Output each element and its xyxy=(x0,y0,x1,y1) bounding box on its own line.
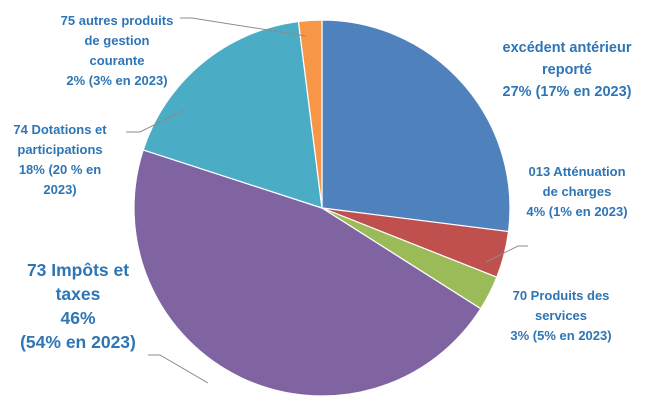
label-line: 46% xyxy=(60,308,95,328)
label-line: 70 Produits des xyxy=(513,288,610,303)
label-attenuation: 013 Atténuation de charges 4% (1% en 2023) xyxy=(526,164,627,219)
label-line: 4% (1% en 2023) xyxy=(526,204,627,219)
pie-slices xyxy=(133,19,511,397)
label-line: 73 Impôts et xyxy=(27,260,129,280)
label-line: 27% (17% en 2023) xyxy=(503,84,632,100)
label-line: reporté xyxy=(542,62,592,78)
slice-autres-produits xyxy=(297,19,323,209)
slice-dotations xyxy=(142,20,323,209)
slice-excedent xyxy=(321,19,511,233)
label-line: de charges xyxy=(543,184,612,199)
label-line: courante xyxy=(90,53,145,68)
label-line: 013 Atténuation xyxy=(528,164,625,179)
label-line: 2% (3% en 2023) xyxy=(66,73,167,88)
leader-line-dotations xyxy=(126,109,185,133)
label-line: excédent antérieur xyxy=(503,40,632,56)
leader-line-attenuation xyxy=(485,245,528,263)
label-line: 75 autres produits xyxy=(61,13,174,28)
label-line: 3% (5% en 2023) xyxy=(510,328,611,343)
slice-impots-taxes xyxy=(133,149,482,397)
label-line: 18% (20 % en xyxy=(19,162,101,177)
leader-line-impots-taxes xyxy=(148,354,209,384)
slice-labels: excédent antérieur reporté 27% (17% en 202… xyxy=(13,13,631,352)
label-line: participations xyxy=(17,142,102,157)
label-excedent: excédent antérieur reporté 27% (17% en 202… xyxy=(503,40,632,100)
label-produits-services: 70 Produits des services 3% (5% en 2023) xyxy=(510,288,611,343)
leader-lines xyxy=(126,17,528,384)
leader-line-autres-produits xyxy=(180,17,307,37)
label-line: (54% en 2023) xyxy=(20,332,136,352)
label-impots-taxes: 73 Impôts et taxes 46% (54% en 2023) xyxy=(20,260,136,352)
label-line: de gestion xyxy=(84,33,149,48)
label-line: 74 Dotations et xyxy=(13,122,107,137)
label-dotations: 74 Dotations et participations 18% (20 % e… xyxy=(13,122,107,197)
label-line: services xyxy=(535,308,587,323)
label-autres-produits: 75 autres produits de gestion courante 2% (… xyxy=(61,13,174,88)
label-line: taxes xyxy=(56,284,101,304)
label-line: 2023) xyxy=(43,182,76,197)
